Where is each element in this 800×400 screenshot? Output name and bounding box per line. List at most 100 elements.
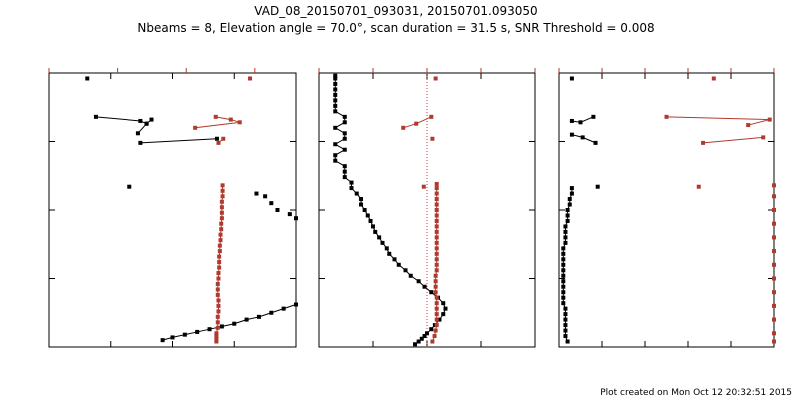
data-point-left <box>219 199 224 204</box>
data-point-middle <box>434 251 439 256</box>
data-point-middle <box>416 339 421 344</box>
data-point-right <box>578 120 583 125</box>
data-point-right <box>563 235 568 240</box>
data-point-middle <box>333 98 338 103</box>
data-point-left <box>217 254 222 259</box>
data-point-left <box>248 76 253 81</box>
data-point-middle <box>437 317 442 322</box>
data-point-middle <box>421 184 426 189</box>
data-point-middle <box>422 284 427 289</box>
data-point-middle <box>434 224 439 229</box>
data-point-middle <box>333 92 338 97</box>
data-point-right <box>561 295 566 300</box>
data-point-middle <box>333 142 338 147</box>
data-point-left <box>263 194 268 199</box>
data-point-middle <box>434 181 439 186</box>
data-point-right <box>561 301 566 306</box>
data-point-right <box>567 197 572 202</box>
data-point-middle <box>434 235 439 240</box>
data-point-middle <box>408 273 413 278</box>
chart-title: VAD_08_20150701_093031, 20150701.093050 <box>254 4 537 18</box>
data-point-left <box>216 309 221 314</box>
data-point-left <box>221 136 226 141</box>
data-point-right <box>565 208 570 212</box>
data-point-middle <box>392 257 397 262</box>
data-point-right <box>772 208 776 212</box>
data-point-left <box>195 329 200 334</box>
data-point-right <box>696 184 701 189</box>
data-point-left <box>216 276 221 281</box>
data-point-middle <box>342 131 347 136</box>
data-point-middle <box>434 323 439 328</box>
data-point-middle <box>371 224 375 229</box>
data-point-middle <box>396 262 401 267</box>
data-point-middle <box>333 81 338 86</box>
data-point-right <box>563 306 568 311</box>
data-point-right <box>563 323 568 328</box>
data-point-middle <box>342 164 347 169</box>
data-point-middle <box>434 268 439 273</box>
data-point-right <box>561 290 566 295</box>
plot-footer: Plot created on Mon Oct 12 20:32:51 2015 <box>600 388 792 398</box>
data-point-middle <box>342 147 347 152</box>
data-point-right <box>561 273 566 278</box>
data-point-middle <box>365 213 370 218</box>
data-point-middle <box>443 306 448 311</box>
panel-frame-middle <box>318 72 536 348</box>
data-point-left <box>215 320 220 325</box>
data-point-middle <box>342 120 347 125</box>
data-point-right <box>561 262 566 267</box>
data-point-middle <box>434 240 439 245</box>
series-line-left <box>162 304 297 341</box>
data-point-left <box>218 232 223 237</box>
data-point-middle <box>333 158 338 163</box>
data-point-left <box>281 306 286 311</box>
data-point-left <box>170 335 175 340</box>
data-point-right <box>561 268 566 273</box>
data-point-right <box>563 334 568 339</box>
data-point-middle <box>434 202 439 207</box>
data-point-middle <box>368 218 373 223</box>
data-point-middle <box>441 312 446 317</box>
data-point-left <box>85 76 90 81</box>
data-point-middle <box>434 191 439 196</box>
data-point-middle <box>333 109 338 114</box>
data-point-middle <box>349 186 354 191</box>
data-point-left <box>160 338 165 343</box>
series-line-right <box>666 116 770 126</box>
data-point-right <box>772 249 776 254</box>
data-point-middle <box>333 73 338 78</box>
data-point-middle <box>333 125 338 130</box>
data-point-right <box>565 339 570 344</box>
data-point-left <box>215 281 220 286</box>
data-point-left <box>275 208 280 212</box>
data-point-right <box>772 339 776 344</box>
data-point-middle <box>377 235 382 240</box>
data-point-right <box>580 135 585 140</box>
data-point-middle <box>342 114 347 119</box>
data-point-left <box>135 131 140 136</box>
data-point-right <box>565 218 570 223</box>
data-point-middle <box>342 175 347 180</box>
series-line-right <box>571 116 594 123</box>
data-point-middle <box>333 87 338 92</box>
data-point-left <box>214 339 219 344</box>
data-point-middle <box>373 229 378 234</box>
data-point-right <box>561 251 566 256</box>
data-point-right <box>561 257 566 262</box>
data-point-middle <box>333 76 338 81</box>
data-point-left <box>216 271 221 276</box>
data-point-middle <box>380 240 385 245</box>
data-point-left <box>294 216 298 221</box>
data-point-middle <box>359 202 364 207</box>
data-point-middle <box>434 218 439 223</box>
data-point-right <box>772 290 776 295</box>
data-point-middle <box>434 197 439 202</box>
data-point-middle <box>434 301 439 306</box>
data-point-left <box>220 194 225 199</box>
data-point-middle <box>432 334 437 339</box>
data-point-middle <box>362 208 367 212</box>
data-point-middle <box>434 306 439 311</box>
data-point-right <box>761 135 766 140</box>
